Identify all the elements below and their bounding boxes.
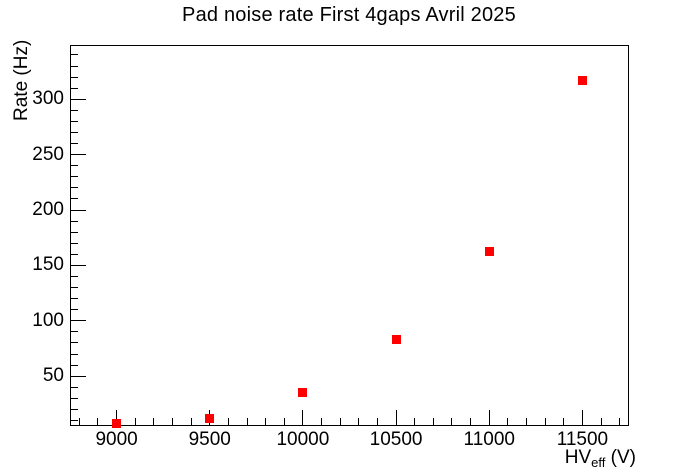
- y-minor-tick: [71, 220, 78, 222]
- y-minor-tick: [71, 143, 78, 145]
- data-point-marker: [205, 413, 215, 423]
- y-tick-label: 300: [32, 88, 64, 110]
- data-point-marker: [577, 75, 587, 85]
- data-point-marker: [112, 419, 122, 429]
- y-minor-tick: [71, 353, 78, 355]
- x-minor-tick: [507, 418, 509, 425]
- x-minor-tick: [134, 418, 136, 425]
- x-axis-title-unit: (V): [605, 447, 636, 468]
- x-minor-tick: [432, 418, 434, 425]
- x-tick-label: 9000: [95, 429, 138, 450]
- x-minor-tick: [451, 418, 453, 425]
- y-minor-tick: [71, 165, 78, 167]
- x-minor-tick: [526, 418, 528, 425]
- y-minor-tick: [71, 65, 78, 67]
- x-minor-tick: [265, 418, 267, 425]
- y-minor-tick: [71, 275, 78, 277]
- y-tick-label: 100: [32, 309, 64, 331]
- x-axis-title-main: HV: [564, 447, 592, 468]
- y-minor-tick: [71, 253, 78, 255]
- x-minor-tick: [153, 418, 155, 425]
- y-minor-tick: [71, 109, 78, 111]
- y-major-tick: [71, 209, 86, 211]
- x-minor-tick: [563, 418, 565, 425]
- y-minor-tick: [71, 386, 78, 388]
- x-axis-title-subscript: eff: [591, 455, 606, 470]
- y-minor-tick: [71, 419, 78, 421]
- x-minor-tick: [600, 418, 602, 425]
- y-major-tick: [71, 320, 86, 322]
- x-minor-tick: [246, 418, 248, 425]
- data-point-marker: [484, 246, 494, 256]
- y-minor-tick: [71, 287, 78, 289]
- y-minor-tick: [71, 231, 78, 233]
- x-minor-tick: [358, 418, 360, 425]
- y-tick-label: 50: [42, 365, 64, 387]
- y-minor-tick: [71, 54, 78, 56]
- x-tick-label: 10000: [276, 429, 330, 450]
- y-minor-tick: [71, 342, 78, 344]
- data-point-marker: [391, 335, 401, 345]
- y-minor-tick: [71, 331, 78, 333]
- x-major-tick: [581, 410, 583, 425]
- x-minor-tick: [339, 418, 341, 425]
- x-minor-tick: [321, 418, 323, 425]
- y-minor-tick: [71, 408, 78, 410]
- y-major-tick: [71, 154, 86, 156]
- y-minor-tick: [71, 120, 78, 122]
- x-axis-title: HVeff (V): [0, 447, 636, 470]
- x-minor-tick: [78, 418, 80, 425]
- x-minor-tick: [97, 418, 99, 425]
- x-minor-tick: [283, 418, 285, 425]
- x-minor-tick: [190, 418, 192, 425]
- chart-title: Pad noise rate First 4gaps Avril 2025: [182, 4, 516, 26]
- x-tick-label: 11000: [463, 429, 515, 450]
- y-minor-tick: [71, 309, 78, 311]
- y-major-tick: [71, 264, 86, 266]
- y-minor-tick: [71, 187, 78, 189]
- y-minor-tick: [71, 242, 78, 244]
- y-minor-tick: [71, 397, 78, 399]
- y-major-tick: [71, 98, 86, 100]
- x-major-tick: [395, 410, 397, 425]
- x-minor-tick: [619, 418, 621, 425]
- x-tick-label: 11500: [556, 429, 609, 450]
- y-minor-tick: [71, 198, 78, 200]
- x-minor-tick: [414, 418, 416, 425]
- x-minor-tick: [171, 418, 173, 425]
- x-minor-tick: [376, 418, 378, 425]
- plot-frame: [70, 45, 629, 426]
- x-tick-label: 9500: [188, 429, 231, 450]
- x-major-tick: [488, 410, 490, 425]
- y-minor-tick: [71, 298, 78, 300]
- y-major-tick: [71, 375, 86, 377]
- x-minor-tick: [544, 418, 546, 425]
- y-tick-label: 150: [32, 254, 64, 276]
- x-major-tick: [302, 410, 304, 425]
- y-minor-tick: [71, 131, 78, 133]
- data-point-marker: [298, 388, 308, 398]
- y-tick-label: 200: [32, 199, 64, 221]
- x-major-tick: [116, 410, 118, 425]
- y-minor-tick: [71, 76, 78, 78]
- y-tick-label: 250: [32, 143, 64, 165]
- x-tick-label: 10500: [369, 429, 423, 450]
- x-minor-tick: [470, 418, 472, 425]
- x-minor-tick: [227, 418, 229, 425]
- y-minor-tick: [71, 364, 78, 366]
- y-minor-tick: [71, 176, 78, 178]
- y-minor-tick: [71, 87, 78, 89]
